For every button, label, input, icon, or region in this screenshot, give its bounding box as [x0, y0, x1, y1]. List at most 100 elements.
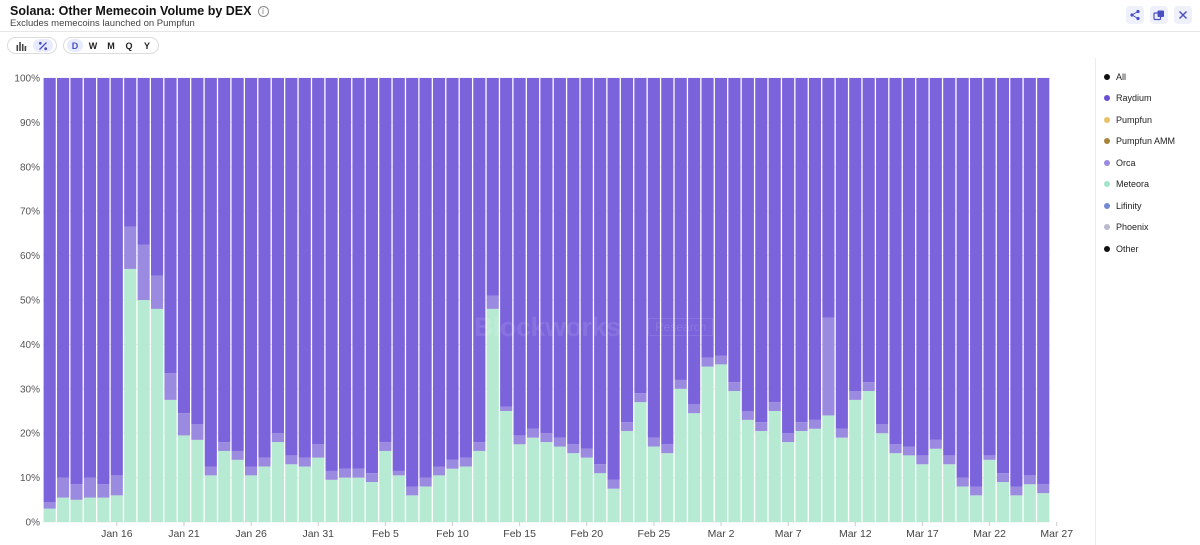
bar-meteora — [594, 473, 607, 522]
bar-orca — [594, 464, 607, 474]
legend-swatch — [1104, 202, 1110, 209]
bar-meteora — [191, 439, 204, 522]
bar-raydium — [325, 78, 338, 471]
close-button[interactable] — [1174, 6, 1192, 24]
bar-orca — [741, 411, 754, 420]
bar-meteora — [822, 415, 835, 522]
bar-raydium — [57, 78, 70, 478]
bar-meteora — [768, 411, 781, 522]
legend-item-all[interactable]: All — [1104, 66, 1175, 88]
bar-orca — [929, 439, 942, 449]
bar-raydium — [285, 78, 298, 456]
bar-orca — [500, 406, 513, 411]
bar-raydium — [567, 78, 580, 445]
share-icon — [1130, 9, 1140, 21]
legend-swatch — [1104, 73, 1110, 80]
legend-item-pumpfun[interactable]: Pumpfun — [1104, 109, 1175, 131]
bar-raydium — [191, 78, 204, 425]
bar-raydium — [473, 78, 486, 443]
bar-raydium — [916, 78, 929, 456]
legend-item-phoenix[interactable]: Phoenix — [1104, 217, 1175, 239]
x-tick-label: Mar 27 — [1040, 528, 1073, 540]
legend-swatch — [1104, 159, 1110, 166]
bar-raydium — [245, 78, 258, 467]
bar-raydium — [164, 78, 177, 374]
bar-orca — [943, 455, 956, 465]
bar-raydium — [620, 78, 634, 423]
percent-button[interactable] — [33, 39, 53, 52]
bar-meteora — [701, 366, 714, 522]
legend-item-orca[interactable]: Orca — [1104, 152, 1175, 174]
bar-orca — [271, 433, 284, 443]
bar-raydium — [1023, 78, 1036, 476]
bar-raydium — [218, 78, 231, 443]
bar-raydium — [379, 78, 392, 443]
bar-orca — [607, 479, 620, 489]
bar-meteora — [110, 495, 123, 522]
legend-item-pumpfun-amm[interactable]: Pumpfun AMM — [1104, 131, 1175, 153]
bar-raydium — [889, 78, 902, 445]
bar-meteora — [970, 495, 983, 522]
x-tick-label: Feb 20 — [570, 528, 603, 540]
bar-orca — [1023, 475, 1036, 485]
share-button[interactable] — [1126, 6, 1144, 24]
bar-orca — [647, 437, 660, 447]
bar-meteora — [258, 466, 271, 522]
legend-item-meteora[interactable]: Meteora — [1104, 174, 1175, 196]
bar-meteora — [204, 475, 217, 522]
legend-item-other[interactable]: Other — [1104, 238, 1175, 260]
legend-label: Phoenix — [1116, 222, 1149, 233]
y-tick-label: 0% — [26, 518, 41, 529]
bar-orca — [298, 457, 311, 467]
bar-raydium — [70, 78, 83, 485]
bar-meteora — [285, 464, 298, 522]
bar-chart-button[interactable] — [11, 39, 31, 52]
y-tick-label: 10% — [20, 473, 40, 484]
period-button-w[interactable]: W — [88, 40, 98, 51]
chart-title: Solana: Other Memecoin Volume by DEX — [10, 4, 252, 18]
bar-raydium — [338, 78, 352, 469]
legend-item-lifinity[interactable]: Lifinity — [1104, 195, 1175, 217]
x-tick-label: Mar 22 — [973, 528, 1006, 540]
x-tick-label: Mar 7 — [775, 528, 802, 540]
bar-orca — [701, 357, 714, 367]
bar-raydium — [124, 78, 137, 227]
period-button-m[interactable]: M — [107, 40, 115, 51]
bar-orca — [70, 484, 83, 500]
period-button-y[interactable]: Y — [143, 40, 150, 51]
bar-raydium — [392, 78, 405, 471]
period-button-d[interactable]: D — [67, 39, 83, 52]
bar-raydium — [1010, 78, 1023, 487]
bar-raydium — [204, 78, 217, 467]
bar-orca — [620, 422, 634, 431]
bar-orca — [459, 457, 472, 467]
period-button-q[interactable]: Q — [125, 40, 133, 51]
bar-raydium — [298, 78, 311, 458]
bar-raydium — [741, 78, 754, 411]
info-icon[interactable]: i — [257, 5, 269, 17]
bar-orca — [956, 477, 969, 487]
bar-meteora — [607, 488, 620, 522]
duplicate-icon — [1153, 10, 1164, 21]
bar-meteora — [902, 455, 916, 522]
bar-raydium — [835, 78, 848, 429]
duplicate-button[interactable] — [1150, 6, 1168, 24]
bar-raydium — [83, 78, 97, 478]
bar-meteora — [43, 508, 56, 522]
bar-orca — [312, 444, 325, 458]
bar-orca — [849, 391, 862, 400]
bar-orca — [204, 466, 217, 476]
bar-raydium — [352, 78, 365, 469]
bar-meteora — [714, 364, 728, 522]
bar-orca — [876, 424, 889, 434]
bar-meteora — [419, 486, 432, 522]
legend-item-raydium[interactable]: Raydium — [1104, 88, 1175, 110]
bar-meteora — [755, 430, 768, 522]
bar-orca — [795, 422, 808, 431]
bar-orca — [338, 468, 352, 478]
watermark-brand: Blockworks — [474, 312, 621, 342]
legend-label: Meteora — [1116, 179, 1150, 190]
bar-raydium — [137, 78, 150, 245]
